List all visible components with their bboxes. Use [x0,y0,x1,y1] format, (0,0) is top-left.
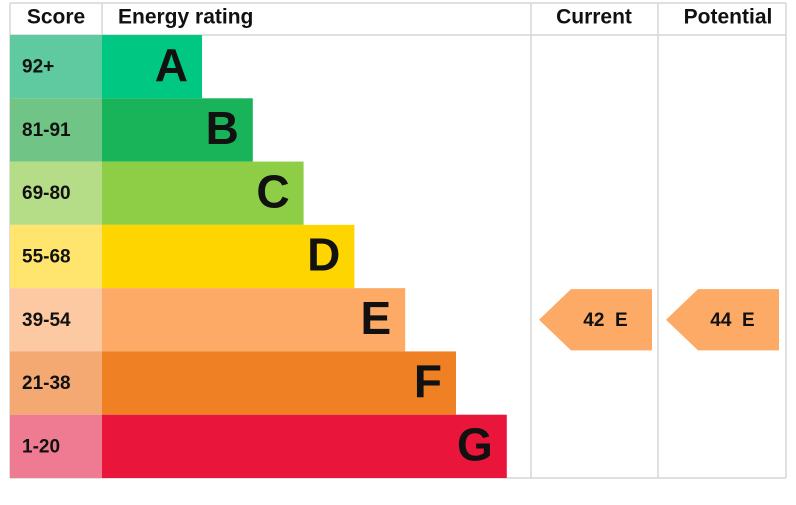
header-current: Current [556,6,632,29]
score-cell [10,35,102,99]
header-score: Score [27,6,85,29]
rating-bar [102,161,304,225]
header-potential: Potential [684,6,773,29]
score-cell [10,351,102,415]
rating-letter: E [361,292,392,344]
score-label: 81-91 [22,120,71,141]
header-rating: Energy rating [118,6,253,29]
score-label: 69-80 [22,183,71,204]
score-label: 21-38 [22,373,71,394]
score-cell [10,288,102,352]
score-cell [10,414,102,478]
potential-rating: E [742,310,755,331]
rating-letter: G [457,419,493,471]
rating-bar [102,98,253,162]
rating-bar [102,414,507,478]
rating-bar [102,35,202,99]
score-label: 1-20 [22,436,60,457]
current-label: 42 E [583,310,627,331]
score-label: 55-68 [22,247,71,268]
rating-bar [102,351,456,415]
score-cell [10,98,102,162]
score-label: 92+ [22,57,54,78]
potential-label: 44 E [710,310,754,331]
rating-letter: D [307,229,340,281]
score-cell [10,224,102,289]
current-arrow [539,289,652,351]
rating-bar [102,288,406,352]
potential-arrow [666,289,779,351]
potential-score: 44 [710,310,732,331]
current-rating: E [615,310,628,331]
rating-letter: A [155,39,188,91]
rating-letter: F [414,355,442,407]
rating-bar [102,224,355,289]
score-cell [10,161,102,225]
rating-letter: B [206,102,239,154]
rating-letter: C [256,165,289,217]
score-label: 39-54 [22,310,71,331]
current-score: 42 [583,310,604,331]
